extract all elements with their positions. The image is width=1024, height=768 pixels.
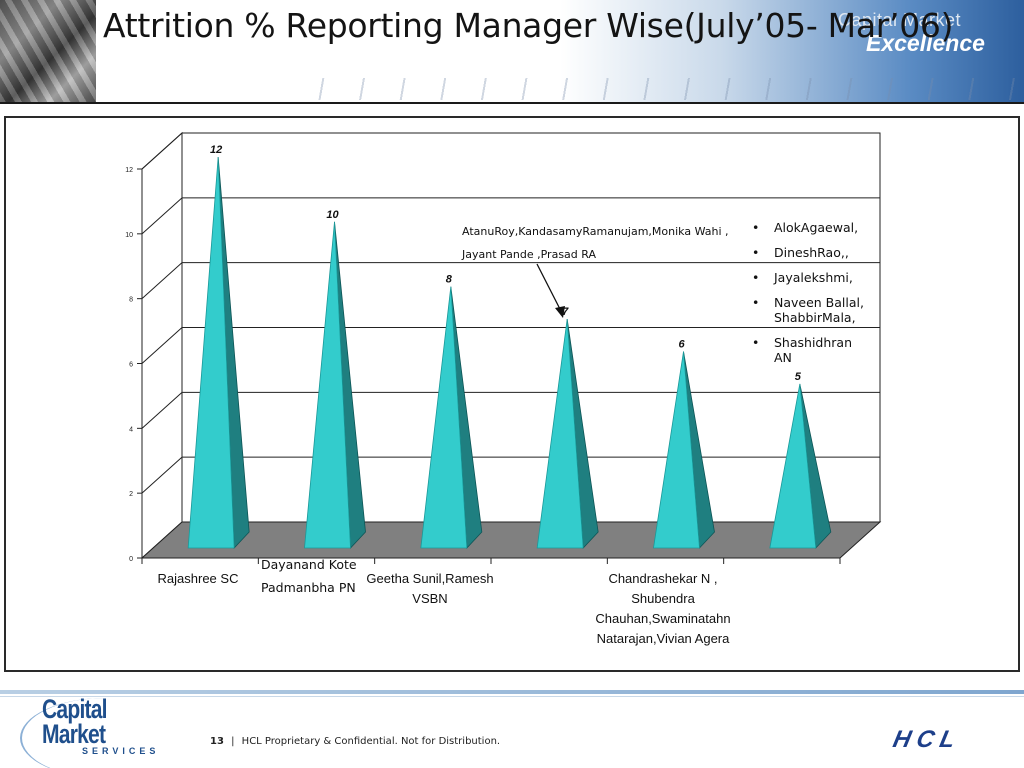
hcl-logo: HCL	[891, 726, 964, 752]
gridline	[141, 132, 880, 170]
gridline	[141, 456, 880, 494]
brand-line-2: Excellence	[866, 30, 985, 56]
bullet-item: Shashidhran AN	[752, 335, 872, 365]
y-tick-label: 0	[129, 556, 133, 563]
confidentiality-notice: HCL Proprietary & Confidential. Not for …	[241, 736, 501, 747]
brand-line-1: Capital Market	[838, 10, 962, 30]
data-label: 6	[678, 339, 685, 351]
category-label-2: Dayanand Kote Padmanbha PN	[261, 553, 357, 599]
category-label-3-line-2: VSBN	[412, 591, 448, 606]
category-label-3-line-1: Geetha Sunil,Ramesh	[366, 571, 494, 586]
category-label-5-line-1: Chandrashekar N ,	[608, 571, 718, 586]
data-label: 5	[795, 371, 802, 383]
slide-header: Capital Market Excellence Attrition % Re…	[0, 0, 1024, 104]
y-tick-label: 2	[129, 491, 133, 498]
bullet-item: Jayalekshmi,	[752, 270, 872, 285]
cms-logo-line-3: SERVICES	[82, 746, 160, 756]
cms-logo-arc	[20, 698, 190, 768]
bullet-item: Naveen Ballal, ShabbirMala,	[752, 295, 872, 325]
pyramid-front-face	[187, 156, 235, 549]
chart-gridlines	[141, 132, 880, 494]
pyramid-bar	[536, 319, 599, 549]
category-label-2-line-1: Dayanand Kote	[261, 557, 357, 572]
header-brand-band	[560, 0, 1024, 104]
footer-stripe	[0, 690, 1024, 694]
pyramid-bar	[304, 221, 366, 549]
bullet-item: AlokAgaewal,	[752, 220, 872, 235]
y-tick-label: 6	[129, 362, 133, 369]
data-label: 7	[562, 306, 569, 318]
header-streaks	[300, 78, 1024, 100]
pyramid-front-face	[536, 319, 584, 549]
gridline	[141, 197, 880, 235]
pyramid-front-face	[304, 221, 351, 549]
y-tick-label: 4	[129, 426, 133, 433]
gridline	[141, 391, 880, 429]
pyramid-bar	[420, 286, 483, 549]
pyramid-bar	[187, 156, 250, 549]
gridline	[141, 262, 880, 300]
pyramid-bar	[769, 383, 832, 549]
y-tick-label: 10	[125, 232, 133, 239]
pyramid-front-face	[769, 383, 817, 549]
callout-arrow-line	[536, 263, 564, 316]
data-label: 12	[210, 144, 222, 156]
chart-floor	[140, 521, 882, 559]
hcl-logo-text: HCL	[891, 726, 964, 752]
callout-arrow-head	[555, 306, 565, 318]
chart-frame: 0 2 4 6 8 10 12 12 10 8 7 6 5	[4, 116, 1020, 672]
cms-logo-line-2: Market	[42, 719, 106, 749]
footer-stripe-thin	[0, 696, 1024, 697]
category-label-5: Chandrashekar N , Shubendra Chauhan,Swam…	[592, 569, 734, 649]
pyramid-chart: 0 2 4 6 8 10 12 12 10 8 7 6 5	[125, 131, 882, 564]
category-label-5-line-2: Shubendra	[631, 591, 695, 606]
y-tick-label: 8	[129, 297, 133, 304]
pyramid-front-face	[653, 351, 700, 549]
y-tick-label: 12	[125, 167, 133, 174]
x-axis	[141, 557, 841, 564]
category-label-3: Geetha Sunil,Ramesh VSBN	[362, 569, 498, 609]
footer-notice: 13 | HCL Proprietary & Confidential. Not…	[210, 736, 500, 747]
header-rule	[0, 102, 1024, 104]
pyramid-front-face	[420, 286, 468, 549]
callout-line-1: AtanuRoy,KandasamyRamanujam,Monika Wahi …	[462, 225, 729, 238]
footer-separator: |	[231, 736, 235, 747]
category-label-1: Rajashree SC	[157, 571, 239, 586]
callout-text: AtanuRoy,KandasamyRamanujam,Monika Wahi …	[462, 220, 762, 266]
capital-market-services-logo: Capital Market SERVICES	[16, 694, 176, 768]
callout-line-2: Jayant Pande ,Prasad RA	[462, 248, 596, 261]
data-label: 10	[326, 209, 339, 221]
chart-floor-plane	[140, 521, 882, 559]
cms-logo-line-1: Capital	[42, 694, 108, 724]
category-label-5-line-4: Natarajan,Vivian Agera	[596, 631, 730, 646]
y-axis: 0 2 4 6 8 10 12	[125, 167, 143, 563]
chart-pyramids	[187, 156, 832, 549]
page-number: 13	[210, 736, 224, 747]
gridline	[141, 327, 880, 364]
bullet-item: DineshRao,,	[752, 245, 872, 260]
category-label-2-line-2: Padmanbha PN	[261, 580, 356, 595]
chart-data-labels: 12 10 8 7 6 5	[210, 144, 802, 383]
slide-title: Attrition % Reporting Manager Wise(July’…	[103, 6, 954, 45]
data-label: 8	[446, 274, 453, 286]
pyramid-bar	[653, 351, 715, 549]
bullet-list: AlokAgaewal, DineshRao,, Jayalekshmi, Na…	[752, 220, 872, 375]
header-photo	[0, 0, 96, 104]
callout-arrow	[536, 263, 565, 318]
category-label-5-line-3: Chauhan,Swaminatahn	[595, 611, 731, 626]
